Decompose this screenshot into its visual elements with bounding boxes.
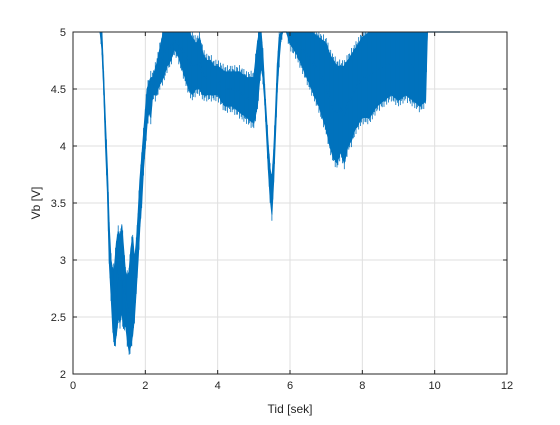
x-tick-label: 10 <box>429 380 441 392</box>
x-tick-label: 12 <box>501 380 513 392</box>
y-tick-label: 4.5 <box>51 84 66 96</box>
x-tick-labels: 0 2 4 6 8 10 12 <box>70 380 513 392</box>
y-tick-label: 4 <box>60 141 66 153</box>
y-axis-label: Vb [V] <box>29 187 43 220</box>
y-tick-label: 3.5 <box>51 198 66 210</box>
x-tick-label: 0 <box>70 380 76 392</box>
y-tick-labels: 2 2.5 3 3.5 4 4.5 5 <box>51 27 66 381</box>
x-tick-label: 8 <box>359 380 365 392</box>
x-tick-label: 6 <box>287 380 293 392</box>
x-tick-label: 2 <box>142 380 148 392</box>
x-axis-label: Tid [sek] <box>268 402 313 416</box>
y-tick-label: 2.5 <box>51 312 66 324</box>
y-tick-label: 3 <box>60 255 66 267</box>
x-tick-label: 4 <box>215 380 221 392</box>
tick-marks <box>72 31 508 375</box>
y-tick-label: 5 <box>60 27 66 39</box>
y-tick-label: 2 <box>60 369 66 381</box>
series-line <box>99 31 460 314</box>
